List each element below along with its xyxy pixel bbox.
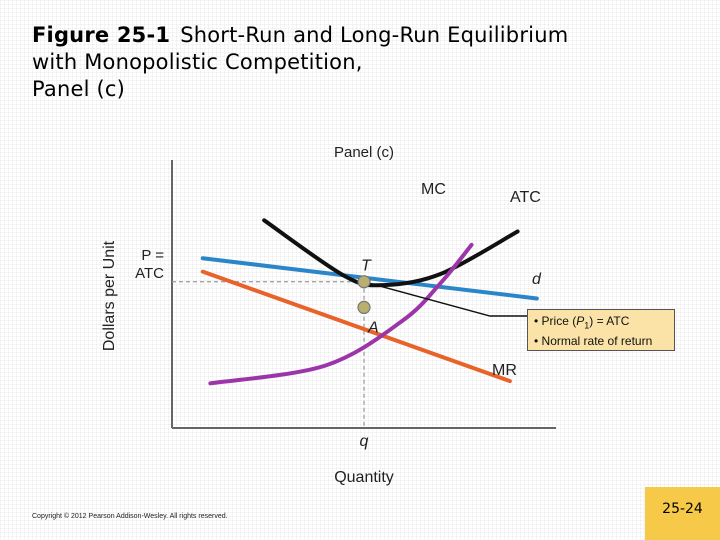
chart-title: Panel (c)	[334, 144, 394, 161]
chart-labels: T A MC ATC d MR Panel (c) Quantity Dollars per U…	[101, 144, 542, 486]
annotation-suffix: ) = ATC	[589, 314, 630, 328]
title-text-1: Short-Run and Long-Run Equilibrium	[180, 23, 569, 47]
annotation-line-2: • Normal rate of return	[534, 334, 653, 349]
curve-atc	[262, 218, 520, 288]
point-t	[357, 275, 371, 289]
title-line-1: Figure 25-1 Short-Run and Long-Run Equili…	[32, 22, 568, 49]
title-line-2: with Monopolistic Competition,	[32, 50, 363, 74]
chart-axes	[171, 160, 556, 429]
annotation-sub: 1	[584, 320, 590, 331]
page-number: 25-24	[662, 501, 703, 517]
curve-mc	[208, 242, 474, 386]
curve-label-mr: MR	[492, 362, 517, 379]
curve-d	[200, 256, 539, 301]
annotation-prefix: • Price (	[534, 314, 577, 328]
curve-label-mc: MC	[421, 181, 446, 198]
callout-leader-line	[363, 281, 527, 317]
curve-label-d: d	[532, 271, 542, 288]
slide-title: Figure 25-1 Short-Run and Long-Run Equili…	[32, 22, 568, 103]
x-axis-label: Quantity	[334, 469, 394, 486]
point-a	[357, 300, 371, 314]
y-axis-label: Dollars per Unit	[101, 240, 118, 351]
copyright-notice: Copyright © 2012 Pearson Addison-Wesley.…	[32, 513, 228, 520]
y-tick-price: P =	[141, 247, 164, 264]
chart-curves	[172, 218, 539, 428]
annotation-var: P	[576, 314, 585, 328]
annotation-line-1: • Price (P1) = ATC	[534, 313, 674, 333]
page-number-box: 25-24	[645, 487, 720, 540]
point-label-t: T	[361, 258, 372, 275]
point-label-a: A	[367, 319, 379, 336]
curve-mr	[200, 269, 512, 384]
y-tick-atc: ATC	[135, 265, 164, 282]
annotation-box: • Price (P1) = ATC • Normal rate of retu…	[527, 309, 675, 351]
curve-label-atc: ATC	[510, 189, 541, 206]
x-tick-q: q	[360, 433, 369, 450]
figure-number: Figure 25-1	[32, 23, 171, 47]
title-line-3: Panel (c)	[32, 77, 126, 101]
